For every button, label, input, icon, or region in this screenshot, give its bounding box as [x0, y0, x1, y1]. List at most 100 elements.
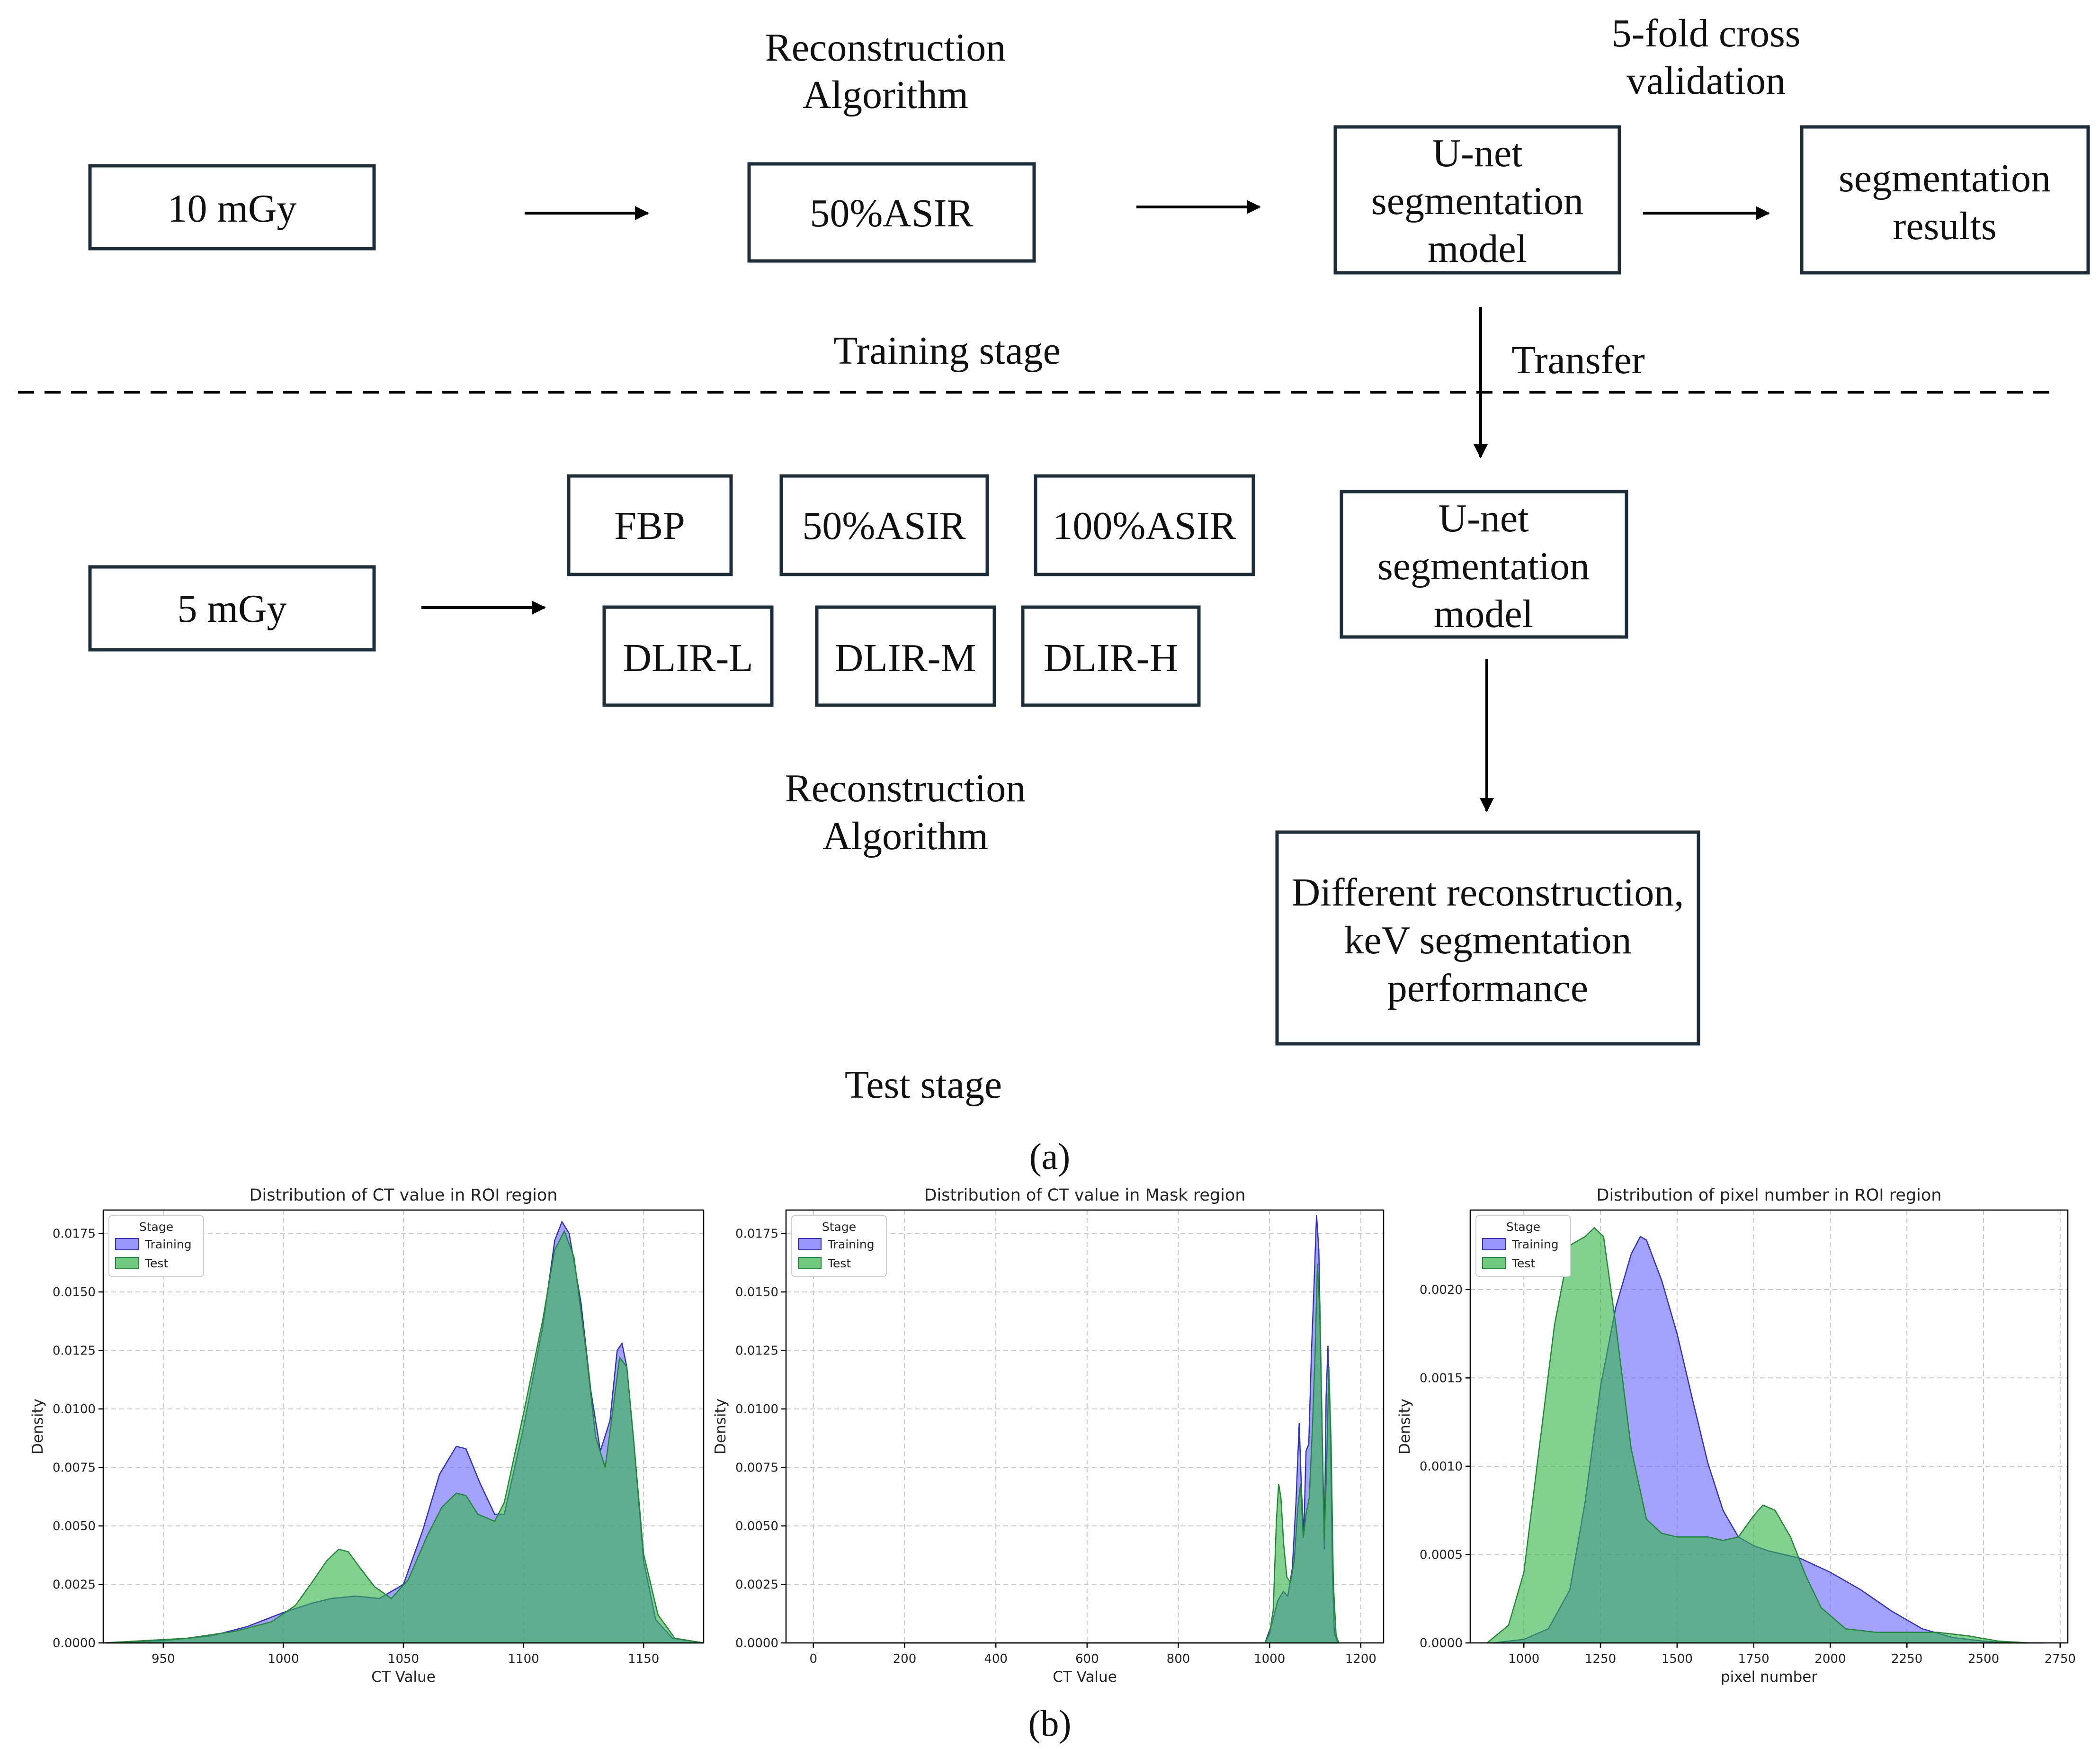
legend-swatch-training: [1482, 1238, 1506, 1250]
algorithm-label-dlir-l: DLIR-L: [623, 636, 753, 680]
x-tick-label: 2250: [1891, 1652, 1922, 1666]
plot-frame: [1469, 1209, 2069, 1644]
chart-title: Distribution of pixel number in ROI regi…: [1597, 1186, 1942, 1205]
x-tick-label: 1000: [1254, 1652, 1285, 1666]
chart-title: Distribution of CT value in Mask region: [924, 1186, 1246, 1205]
x-tick-label: 950: [152, 1652, 175, 1666]
panel-a-caption: (a): [1029, 1136, 1071, 1177]
legend-label-training: Training: [144, 1238, 192, 1251]
test-recon-heading-line1: Reconstruction: [785, 766, 1026, 810]
legend-label-training: Training: [1511, 1238, 1559, 1251]
test-recon-heading-line2: Algorithm: [822, 814, 988, 858]
y-tick-label: 0.0050: [53, 1519, 96, 1534]
training-model-line2: segmentation: [1371, 179, 1583, 223]
y-tick-label: 0.0175: [735, 1227, 778, 1241]
training-stage-label: Training stage: [833, 329, 1061, 373]
test-stage-label: Test stage: [845, 1063, 1002, 1107]
y-tick-label: 0.0005: [1420, 1548, 1463, 1562]
legend-title: Stage: [139, 1220, 173, 1234]
algorithm-box-dlir-m: [815, 605, 996, 707]
y-tick-label: 0.0100: [53, 1402, 96, 1417]
chart-roi-ct-value: 950 1000 1050 1100 1150 0.0000 0.0025 0.0050 0.0…: [29, 1186, 705, 1686]
algorithm-label-fbp: FBP: [614, 504, 685, 548]
x-axis-label: pixel number: [1721, 1668, 1817, 1686]
algorithm-label-dlir-h: DLIR-H: [1044, 636, 1179, 680]
legend-label-test: Test: [144, 1256, 168, 1270]
y-tick-label: 0.0000: [1420, 1636, 1463, 1650]
legend-label-training: Training: [827, 1238, 875, 1251]
plot-frame: [102, 1209, 705, 1644]
results-line2: results: [1893, 204, 1996, 248]
y-tick-label: 0.0175: [53, 1227, 96, 1241]
x-tick-label: 2750: [2045, 1652, 2076, 1666]
algorithm-label-dlir-m: DLIR-M: [835, 636, 976, 680]
legend-swatch-test: [1482, 1257, 1506, 1269]
legend-title: Stage: [1506, 1220, 1540, 1234]
legend: Stage Training Test: [791, 1215, 887, 1277]
y-tick-label: 0.0150: [53, 1285, 96, 1300]
y-tick-label: 0.0075: [735, 1461, 778, 1475]
legend-title: Stage: [822, 1220, 856, 1234]
algorithm-label-100asir: 100%ASIR: [1053, 504, 1236, 548]
x-tick-label: 0: [810, 1652, 818, 1666]
performance-line1: Different reconstruction,: [1292, 870, 1684, 915]
chart-roi-pixel-number: 1000 1250 1500 1750 2000 2250 2500 2750 0.0000 0.…: [1396, 1186, 2076, 1686]
algorithm-label-50asir: 50%ASIR: [802, 504, 965, 548]
y-tick-label: 0.0100: [735, 1402, 778, 1417]
performance-box: [1275, 830, 1700, 1046]
legend: Stage Training Test: [1475, 1215, 1571, 1277]
series-test-area: [813, 1264, 1340, 1644]
training-model-line3: model: [1428, 227, 1527, 271]
y-tick-label: 0.0025: [735, 1578, 778, 1592]
chart-mask-ct-value: 0 200 400 600 800 1000 1200 0.0000 0.0025 0.0050 0…: [712, 1186, 1385, 1686]
training-model-line1: U-net: [1432, 131, 1522, 175]
y-tick-label: 0.0075: [53, 1461, 96, 1475]
cv-heading-line1: 5-fold cross: [1612, 11, 1801, 55]
panel-b-caption: (b): [1028, 1703, 1072, 1744]
algorithm-box-100asir: [1034, 474, 1255, 576]
chart-title: Distribution of CT value in ROI region: [250, 1186, 558, 1205]
y-tick-label: 0.0000: [53, 1636, 96, 1650]
y-axis-label: Density: [29, 1399, 46, 1454]
x-tick-label: 200: [893, 1652, 917, 1666]
x-tick-label: 1250: [1585, 1652, 1616, 1666]
legend-swatch-training: [798, 1238, 822, 1250]
training-recon-heading-line1: Reconstruction: [765, 26, 1006, 70]
training-dose-box: [88, 164, 376, 251]
legend-label-test: Test: [827, 1256, 851, 1270]
test-dose-label: 5 mGy: [178, 587, 287, 631]
y-axis-label: Density: [712, 1399, 729, 1454]
algorithm-box-dlir-l: [602, 605, 774, 707]
y-tick-label: 0.0020: [1420, 1283, 1463, 1297]
performance-line2: keV segmentation: [1344, 918, 1631, 962]
legend: Stage Training Test: [108, 1215, 204, 1277]
series-test-area: [1485, 1227, 2030, 1644]
test-model-line3: model: [1434, 592, 1533, 636]
x-axis-label: CT Value: [1053, 1668, 1117, 1686]
series-training-area: [813, 1214, 1339, 1644]
y-tick-label: 0.0025: [53, 1578, 96, 1592]
x-tick-label: 400: [984, 1652, 1008, 1666]
y-tick-label: 0.0150: [735, 1285, 778, 1300]
x-tick-label: 1200: [1345, 1652, 1376, 1666]
training-dose-label: 10 mGy: [168, 187, 297, 231]
test-model-line1: U-net: [1438, 496, 1528, 540]
legend-swatch-test: [798, 1257, 822, 1269]
segmentation-results-box: [1800, 125, 2090, 275]
x-tick-label: 1050: [388, 1652, 419, 1666]
transfer-label: Transfer: [1511, 338, 1645, 382]
training-recon-box: [747, 162, 1036, 263]
algorithm-box-50asir: [779, 474, 989, 576]
x-tick-label: 1000: [1508, 1652, 1539, 1666]
training-recon-heading-line2: Algorithm: [803, 73, 968, 117]
x-tick-label: 2000: [1814, 1652, 1846, 1666]
x-tick-label: 2500: [1968, 1652, 1999, 1666]
y-tick-label: 0.0000: [735, 1636, 778, 1650]
density-charts: 950 1000 1050 1100 1150 0.0000 0.0025 0.0050 0.0…: [29, 1186, 2076, 1744]
x-axis-label: CT Value: [371, 1668, 436, 1686]
training-recon-label: 50%ASIR: [810, 191, 973, 235]
workflow-diagram: 10 mGy Reconstruction Algorithm 50%ASIR …: [18, 11, 2090, 1177]
test-dose-box: [88, 565, 376, 652]
y-tick-label: 0.0125: [53, 1344, 96, 1358]
